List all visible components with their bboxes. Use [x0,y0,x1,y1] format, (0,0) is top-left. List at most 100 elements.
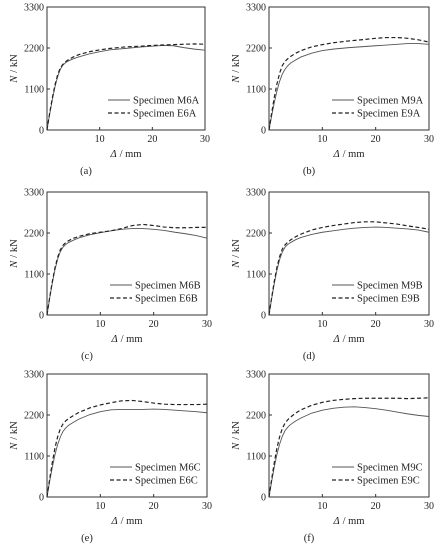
panel-caption: (b) [303,166,316,177]
x-tick-label: 10 [317,501,327,512]
x-axis-label: Δ / mm [332,149,364,160]
series-line-1 [46,43,206,131]
y-tick-label: 2200 [246,411,266,422]
y-axis-symbol: N [9,260,20,269]
x-axis-label: Δ / mm [110,334,142,345]
y-axis-symbol: N [9,442,20,451]
x-axis-unit: / mm [121,334,143,345]
panel-caption: (e) [81,533,93,544]
plot-frame [46,191,208,316]
x-tick-label: 30 [424,319,434,330]
x-axis-label: Δ / mm [110,516,142,527]
x-tick-label: 10 [95,134,105,145]
x-tick-label: 20 [371,501,381,512]
x-axis-symbol: Δ [109,149,116,160]
chart-panel-d: 0 1100 2200 3300 10 20 30 Δ / mm N / kN Specimen M9… [231,188,434,363]
chart-panel-a: 0 1100 2200 3300 10 20 30 Δ / mm N / kN Specimen M6… [9,3,210,178]
legend-label: Specimen M9C [357,463,423,474]
y-tick-label: 3300 [24,370,44,381]
panel-caption: (f) [304,533,315,544]
x-axis-label: Δ / mm [332,516,364,527]
x-axis-symbol: Δ [332,334,339,345]
y-axis-unit: / kN [231,421,242,440]
y-tick-label: 1100 [24,85,44,96]
x-axis-symbol: Δ [332,149,339,160]
y-tick-label: 0 [261,493,266,504]
x-tick-label: 20 [371,319,381,330]
x-tick-label: 30 [424,134,434,145]
x-axis-symbol: Δ [110,334,117,345]
y-tick-label: 0 [261,311,266,322]
y-axis-symbol: N [231,75,242,84]
x-tick-label: 20 [149,319,159,330]
y-tick-label: 3300 [246,3,266,14]
y-tick-label: 1100 [246,85,266,96]
y-tick-label: 1100 [246,270,266,281]
y-tick-label: 2200 [246,229,266,240]
y-axis-symbol: N [9,75,20,84]
chart-panel-c: 0 1100 2200 3300 10 20 30 Δ / mm N / kN Specimen M6… [9,188,212,363]
series-line-1 [268,36,430,131]
y-axis-label: N / kN [9,54,20,84]
plot-frame [46,373,208,498]
legend-label: Specimen E6B [135,294,198,305]
y-tick-label: 2200 [24,229,44,240]
y-tick-label: 2200 [246,44,266,55]
x-tick-label: 20 [147,134,157,145]
y-tick-label: 1100 [24,452,44,463]
legend-label: Specimen E9B [357,294,420,305]
x-axis-unit: / mm [343,149,365,160]
series-line-0 [268,226,430,316]
legend-label: Specimen M6C [135,463,201,474]
x-axis-unit: / mm [121,516,143,527]
x-axis-symbol: Δ [332,516,339,527]
plot-frame [268,373,430,498]
series-line-1 [268,221,430,316]
y-tick-label: 0 [39,493,44,504]
y-tick-label: 3300 [24,3,44,14]
legend-label: Specimen E6C [135,476,198,487]
y-tick-label: 0 [39,311,44,322]
x-tick-label: 30 [200,134,210,145]
legend-label: Specimen M9A [357,96,424,107]
plot-frame [46,6,206,131]
y-tick-label: 0 [261,126,266,137]
y-axis-symbol: N [231,260,242,269]
chart-panel-b: 0 1100 2200 3300 10 20 30 Δ / mm N / kN Specimen M9… [231,3,434,178]
series-line-1 [46,223,207,316]
series-line-0 [268,43,430,131]
x-axis-unit: / mm [343,334,365,345]
y-tick-label: 1100 [246,452,266,463]
y-axis-label: N / kN [9,421,20,451]
x-tick-label: 10 [317,134,327,145]
x-axis-label: Δ / mm [109,149,141,160]
x-tick-label: 30 [424,501,434,512]
y-axis-unit: / kN [231,239,242,258]
series-line-1 [46,399,208,498]
chart-panel-f: 0 1100 2200 3300 10 20 30 Δ / mm N / kN Specimen M9… [231,370,434,545]
y-axis-unit: / kN [9,421,20,440]
x-tick-label: 30 [202,501,212,512]
x-tick-label: 10 [95,319,105,330]
x-tick-label: 10 [317,319,327,330]
y-axis-unit: / kN [231,54,242,73]
x-axis-unit: / mm [120,149,142,160]
x-axis-unit: / mm [343,516,365,527]
y-tick-label: 2200 [24,44,44,55]
chart-panel-e: 0 1100 2200 3300 10 20 30 Δ / mm N / kN Specimen M6… [9,370,212,545]
legend-label: Specimen E9C [357,476,420,487]
x-axis-symbol: Δ [110,516,117,527]
plot-frame [268,191,430,316]
legend-label: Specimen E9A [357,109,421,120]
y-tick-label: 3300 [24,188,44,199]
legend-label: Specimen E6A [133,109,197,120]
y-axis-symbol: N [231,442,242,451]
y-tick-label: 3300 [246,370,266,381]
x-tick-label: 10 [95,501,105,512]
x-axis-label: Δ / mm [332,334,364,345]
x-tick-label: 20 [371,134,381,145]
x-tick-label: 30 [202,319,212,330]
plot-frame [268,6,430,131]
panel-caption: (c) [81,351,93,362]
legend-label: Specimen M6A [133,96,200,107]
